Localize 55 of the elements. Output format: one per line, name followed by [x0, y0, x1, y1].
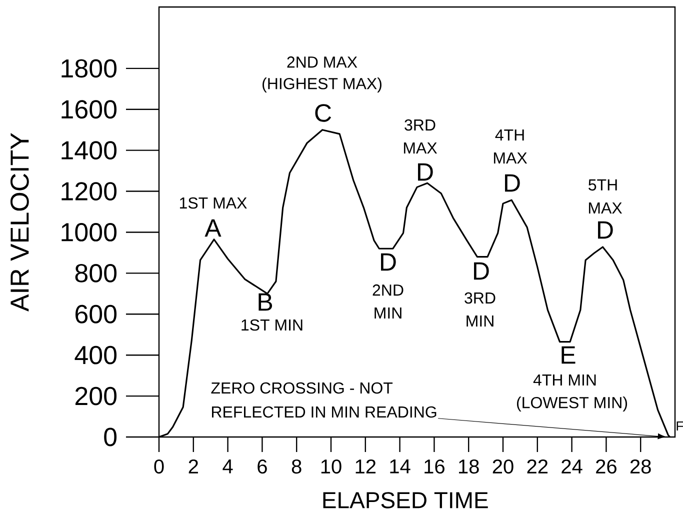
y-tick-label: 400 [74, 346, 117, 364]
annotation: 1ST MAX [180, 197, 247, 209]
x-tick-label: 14 [390, 459, 410, 474]
x-tick-label: 28 [630, 459, 651, 474]
text: F [676, 422, 683, 430]
y-tick-label: 1000 [62, 223, 117, 242]
y-tick-label: 200 [75, 386, 117, 406]
x-tick-label: 2 [188, 459, 198, 474]
annotation: C [315, 104, 332, 122]
annotation: (LOWEST MIN) [517, 396, 628, 412]
x-tick-label: 10 [321, 459, 342, 474]
annotation: 2ND [372, 284, 404, 296]
x-tick-label: 18 [459, 459, 479, 474]
x-tick-label: 16 [424, 459, 444, 474]
annotation: ZERO CROSSING - NOT [211, 382, 393, 394]
annotation: 3RD [464, 292, 496, 304]
annotation: MAX [404, 142, 438, 154]
annotation: D [418, 163, 433, 181]
annotation: MIN [374, 307, 402, 318]
y-tick-label: 1800 [62, 59, 117, 78]
x-tick-label: 4 [222, 459, 233, 474]
annotation: D [598, 221, 613, 239]
annotation: D [381, 253, 396, 271]
x-tick-label: 8 [292, 459, 302, 474]
y-tick-label: 600 [75, 304, 117, 324]
x-tick-label: 0 [154, 459, 164, 474]
x-tick-label: 12 [356, 459, 376, 474]
x-tick-label: 20 [492, 459, 514, 474]
y-tick-label: 800 [75, 264, 117, 282]
annotation: A [204, 219, 222, 237]
annotation: 1ST MIN [242, 319, 302, 331]
annotation: MIN [466, 315, 494, 326]
x-tick-label: 26 [596, 459, 616, 474]
y-axis-title: AIR VELOCITY [10, 133, 29, 312]
annotation: (HIGHEST MAX) [262, 78, 382, 92]
annotation: B [258, 293, 272, 311]
annotation: 2ND MAX [287, 56, 358, 68]
y-tick-label: 1400 [62, 141, 117, 160]
x-tick-label: 6 [258, 459, 267, 474]
y-tick-label: 1200 [62, 182, 117, 200]
annotation: 4TH [495, 129, 524, 140]
annotation: REFLECTED IN MIN READING [212, 406, 436, 418]
annotation: D [474, 262, 489, 280]
x-tick-label: 22 [527, 459, 548, 474]
annotation: 5TH [588, 179, 617, 191]
x-tick-label: 24 [562, 459, 582, 474]
annotation: 4TH MIN [533, 374, 596, 386]
annotation: MAX [494, 152, 528, 164]
y-tick-label: 1600 [62, 100, 117, 119]
annotation: E [562, 346, 576, 364]
x-axis-title: ELAPSED TIME [323, 492, 488, 508]
y-tick-label: 0 [104, 428, 117, 446]
annotation: D [505, 174, 520, 192]
annotation: 3RD [404, 119, 436, 131]
annotation: MAX [588, 202, 622, 214]
